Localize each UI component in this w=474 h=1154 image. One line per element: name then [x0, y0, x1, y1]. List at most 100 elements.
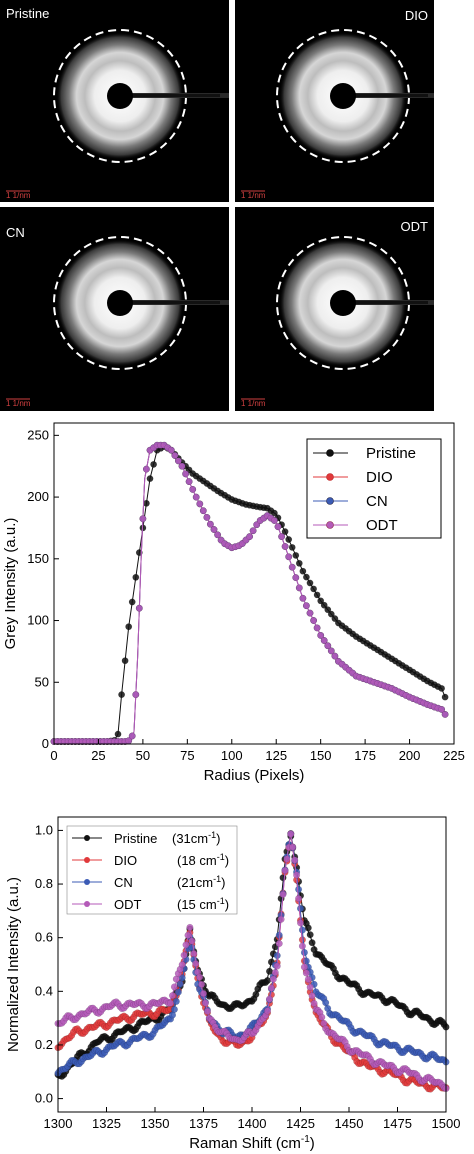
- data-point-odt: [306, 983, 314, 991]
- y-tick-label: 200: [27, 489, 49, 504]
- panel-label-dio: DIO: [405, 8, 428, 23]
- data-point-odt: [302, 602, 310, 610]
- data-point-odt: [270, 517, 278, 524]
- data-point-odt: [196, 500, 204, 508]
- legend-item-cn: CN: [313, 493, 388, 510]
- y-tick-label: 0.6: [35, 930, 53, 945]
- raman-legend-item-pristine: Pristine (31cm-1): [72, 830, 220, 846]
- data-point-odt: [135, 604, 143, 612]
- data-point-cn: [172, 997, 180, 1005]
- raman-legend-item-odt: ODT (15 cm-1): [72, 896, 229, 912]
- raman-fwhm-pristine-sup: -1: [208, 830, 216, 840]
- grey-intensity-plot-frame: [53, 422, 455, 745]
- data-point-odt: [285, 553, 293, 561]
- data-point-odt: [310, 999, 318, 1007]
- diffraction-panel-odt: ODT 1 1/nm: [235, 207, 434, 411]
- data-point-odt: [300, 963, 308, 971]
- raman-legend-label-dio: DIO: [114, 853, 137, 868]
- data-point-pristine: [292, 552, 300, 559]
- data-point-pristine: [302, 573, 310, 581]
- data-point-pristine: [114, 730, 122, 738]
- raman-x-axis-title: Raman Shift (cm-1): [189, 1134, 315, 1152]
- data-point-odt: [198, 980, 206, 988]
- data-point-odt: [292, 574, 300, 581]
- data-point-odt: [210, 526, 218, 533]
- grey-intensity-chart: 0 25 50 75 100 125 150 175 200 225 0 50 100 150 200 250…: [2, 422, 465, 784]
- data-point-odt: [190, 950, 198, 958]
- y-tick-label: 0.4: [35, 983, 53, 998]
- raman-legend-item-cn: CN (21cm-1): [72, 874, 225, 890]
- y-tick-label: 1.0: [35, 822, 53, 837]
- raman-legend: Pristine (31cm-1) DIO (18 cm-1) CN (21cm…: [66, 825, 238, 915]
- grey-intensity-legend: Pristine DIO CN ODT: [306, 438, 442, 539]
- data-point-odt: [188, 937, 196, 945]
- data-point-odt: [283, 855, 291, 863]
- legend-label-pristine: Pristine: [366, 445, 416, 462]
- data-point-odt: [214, 531, 222, 539]
- data-point-pristine: [295, 559, 303, 567]
- data-point-pristine: [128, 598, 136, 606]
- x-tick-label: 1375: [189, 1116, 218, 1131]
- data-point-cn: [176, 980, 184, 988]
- raman-legend-fwhm-odt: (15 cm-1): [177, 896, 229, 912]
- data-point-pristine: [306, 931, 314, 939]
- x-tick-label: 100: [221, 748, 243, 763]
- data-point-odt: [182, 941, 190, 949]
- data-point-cn: [174, 988, 182, 996]
- data-point-odt: [318, 1013, 326, 1021]
- data-point-odt: [324, 642, 332, 650]
- raman-fwhm-odt-end: ): [225, 897, 229, 912]
- legend-item-pristine: Pristine: [313, 445, 416, 462]
- y-tick-label: 0: [42, 736, 49, 751]
- x-tick-label: 175: [354, 748, 376, 763]
- data-point-odt: [331, 652, 339, 660]
- data-point-pristine: [146, 475, 154, 482]
- data-point-odt: [271, 969, 279, 977]
- x-tick-label: 225: [443, 748, 465, 763]
- data-point-odt: [192, 493, 200, 501]
- data-point-odt: [302, 969, 310, 977]
- data-point-odt: [196, 973, 204, 981]
- raman-legend-fwhm-dio: (18 cm-1): [177, 852, 229, 868]
- x-tick-label: 1500: [432, 1116, 461, 1131]
- legend-label-odt: ODT: [366, 517, 398, 534]
- raman-legend-fwhm-cn: (21cm-1): [177, 874, 225, 890]
- x-tick-label: 1475: [383, 1116, 412, 1131]
- series-odt: [50, 441, 449, 745]
- raman-fwhm-odt-main: (15 cm: [177, 897, 217, 912]
- diffraction-panels: Pristine 1 1/nm DIO 1 1/nm CN 1 1/nm: [0, 0, 434, 411]
- data-point-odt: [438, 706, 445, 713]
- raman-fwhm-cn-main: (21cm: [177, 875, 213, 890]
- data-point-cn: [297, 905, 305, 913]
- y-tick-label: 150: [27, 551, 49, 566]
- data-point-odt: [327, 647, 335, 655]
- x-tick-label: 1325: [92, 1116, 121, 1131]
- data-point-odt: [441, 711, 449, 718]
- data-point-pristine: [331, 615, 339, 622]
- scale-label-pristine: 1 1/nm: [6, 191, 31, 200]
- data-point-odt: [281, 867, 289, 875]
- series-odt: [54, 830, 450, 1093]
- data-point-odt: [166, 999, 174, 1007]
- data-point-odt: [203, 1007, 211, 1015]
- data-point-pristine: [132, 573, 140, 581]
- x-tick-label: 150: [310, 748, 332, 763]
- data-point-odt: [279, 890, 287, 898]
- data-point-pristine: [121, 657, 129, 665]
- x-tick-label: 0: [50, 748, 57, 763]
- data-point-odt: [267, 984, 275, 992]
- data-point-odt: [203, 514, 211, 521]
- data-point-pristine: [320, 601, 328, 609]
- diffraction-panel-pristine: Pristine 1 1/nm: [0, 0, 229, 202]
- data-point-odt: [246, 533, 254, 540]
- raman-legend-frame: [66, 825, 238, 915]
- data-point-odt: [275, 940, 283, 948]
- scale-label-dio: 1 1/nm: [241, 191, 266, 200]
- data-point-odt: [310, 617, 317, 624]
- raman-fwhm-dio-sup: -1: [217, 852, 225, 862]
- data-point-odt: [199, 507, 207, 515]
- data-point-pristine: [125, 623, 133, 631]
- x-tick-label: 50: [136, 748, 150, 763]
- raman-fwhm-pristine-end: ): [216, 831, 220, 846]
- x-tick-label: 1450: [335, 1116, 364, 1131]
